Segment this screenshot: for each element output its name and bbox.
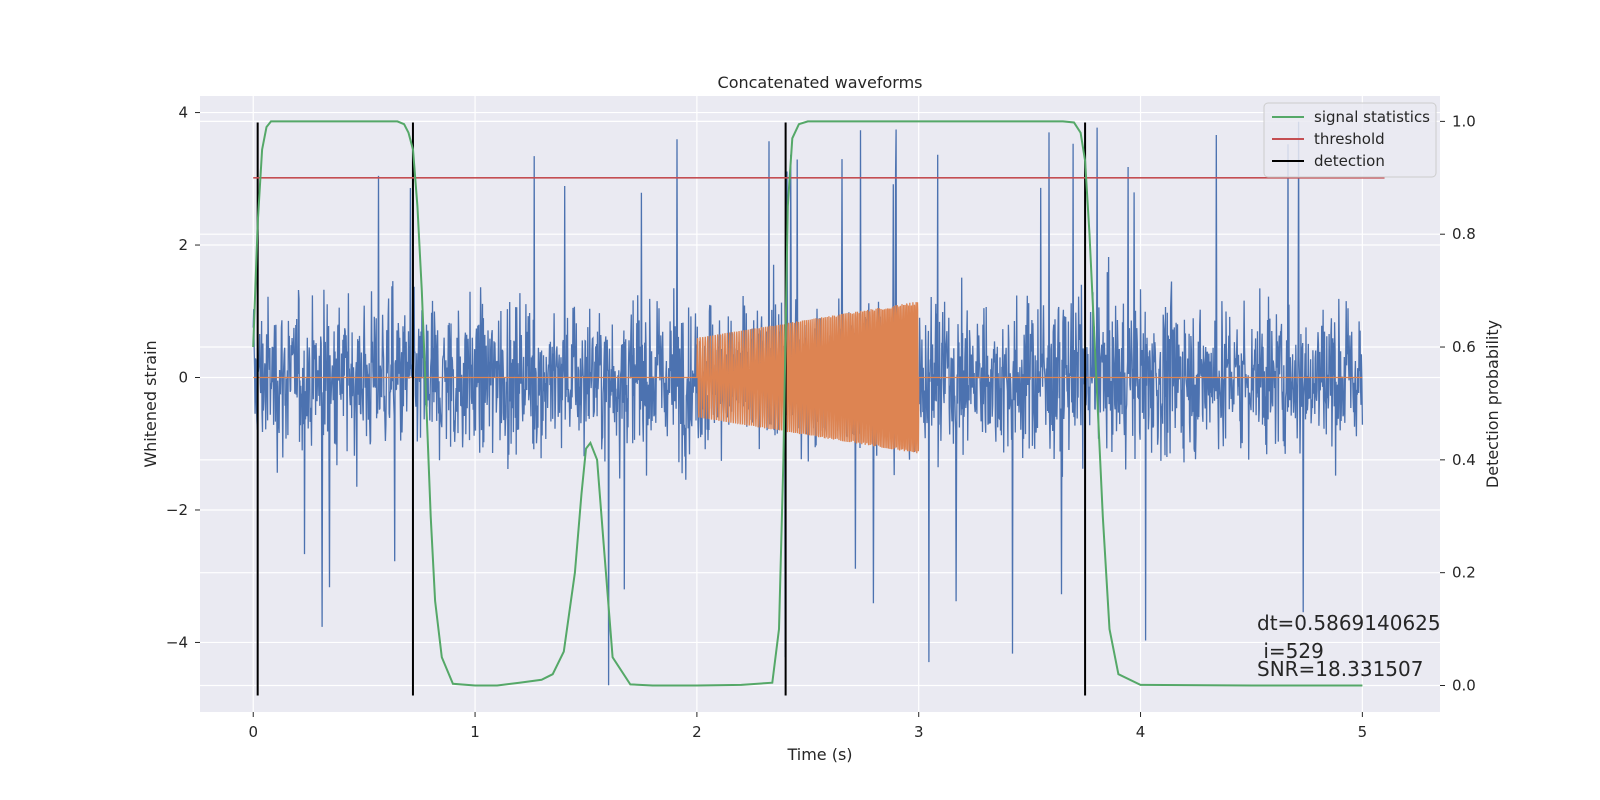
right-tick-label: 0.8 [1452,225,1476,243]
injection-trace [253,302,1363,454]
y-tick-label: 0 [178,369,188,387]
legend-label-signal-statistics: signal statistics [1314,108,1430,126]
right-tick-label: 0.2 [1452,564,1476,582]
overlay-lines [252,120,1385,696]
x-tick-label: 1 [470,723,480,741]
y-axis-ticks: −4 −2 0 2 4 [166,104,200,651]
right-tick-label: 0.4 [1452,451,1476,469]
chart-title: Concatenated waveforms [718,73,923,92]
injected-waveform [253,302,1363,454]
y-tick-label: 2 [178,236,188,254]
right-tick-label: 0.0 [1452,676,1476,694]
y-tick-label: −4 [166,633,188,651]
y-tick-label: 4 [178,104,188,122]
x-tick-label: 5 [1358,723,1368,741]
right-tick-label: 1.0 [1452,112,1476,130]
right-tick-label: 0.6 [1452,338,1476,356]
signal-statistics-line [252,120,1363,687]
y-axis-label: Whitened strain [141,340,160,467]
legend-box [1263,102,1437,178]
legend-label-detection: detection [1314,152,1385,170]
x-axis-ticks: 0 1 2 3 4 5 [248,712,1367,741]
right-axis-label: Detection probability [1483,320,1502,488]
y-tick-label: −2 [166,501,188,519]
x-tick-label: 2 [692,723,702,741]
legend-label-threshold: threshold [1314,130,1385,148]
x-tick-label: 0 [248,723,258,741]
right-axis-ticks: 0.0 0.2 0.4 0.6 0.8 1.0 [1440,112,1476,694]
x-tick-label: 4 [1136,723,1146,741]
annotation-dt: dt=0.5869140625 [1257,611,1441,635]
annotation-i: i=529 [1257,639,1324,663]
x-tick-label: 3 [914,723,924,741]
legend: signal statistics threshold detection [1263,102,1437,178]
annotation-snr: SNR=18.331507 [1257,657,1423,681]
x-axis-label: Time (s) [786,745,852,764]
